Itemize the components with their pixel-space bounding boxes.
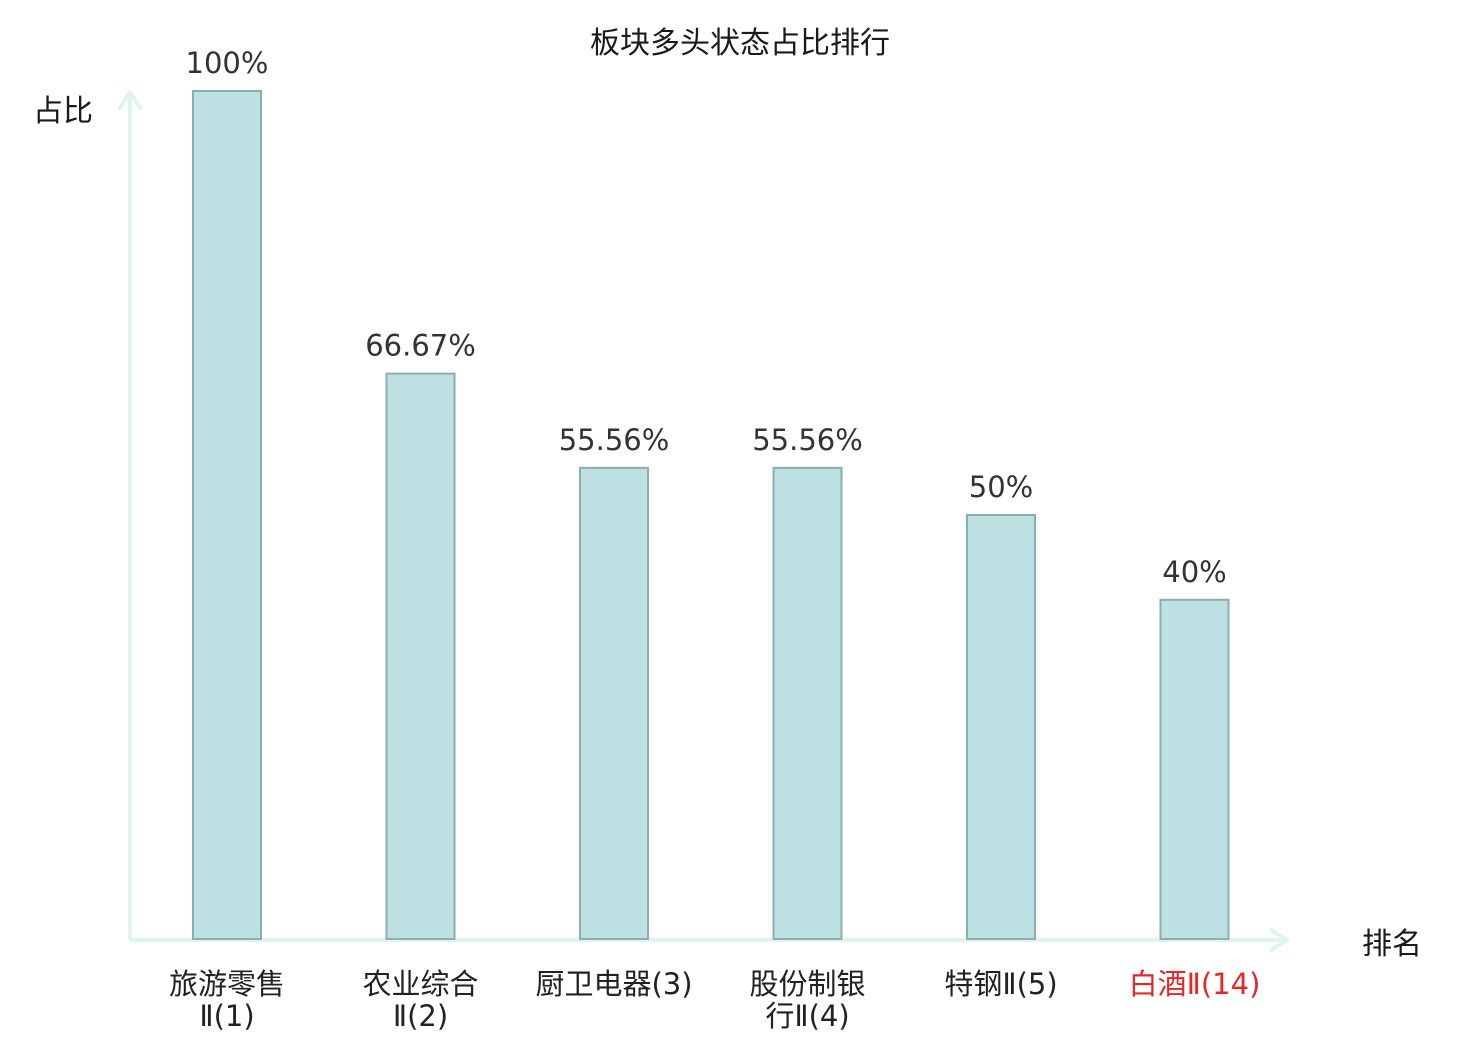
y-axis-arrow	[118, 90, 142, 110]
value-label-2: 66.67%	[365, 329, 476, 363]
y-axis-label: 占比	[33, 94, 93, 129]
category-label-line: Ⅱ(2)	[393, 999, 448, 1033]
category-label-3: 厨卫电器(3)	[535, 967, 692, 1001]
category-label-5: 特钢Ⅱ(5)	[944, 967, 1057, 1001]
bar-4	[772, 466, 843, 940]
category-label-line: 特钢Ⅱ(5)	[944, 967, 1057, 1001]
category-label-4: 股份制银行Ⅱ(4)	[749, 967, 865, 1033]
value-label-6: 40%	[1162, 555, 1226, 589]
bar-series	[192, 90, 1230, 940]
category-labels: 旅游零售 Ⅱ(1) 农业综合 Ⅱ(2) 厨卫电器(3) 股份制银行Ⅱ(4) 特钢Ⅱ(5) 白酒…	[169, 967, 1260, 1033]
category-label-1: 旅游零售 Ⅱ(1)	[169, 967, 285, 1033]
category-label-line: 厨卫电器(3)	[535, 967, 692, 1001]
chart-title: 板块多头状态占比排行	[590, 26, 890, 61]
category-label-line: 行Ⅱ(4)	[765, 999, 849, 1033]
category-label-2: 农业综合 Ⅱ(2)	[362, 967, 478, 1033]
bar-1	[192, 90, 262, 940]
value-label-4: 55.56%	[752, 423, 863, 457]
bar-5	[966, 514, 1036, 940]
value-label-5: 50%	[969, 470, 1033, 504]
category-label-line: 股份制银	[749, 967, 865, 1001]
category-label-line: 旅游零售	[169, 967, 285, 1001]
category-label-line: Ⅱ(1)	[199, 999, 254, 1033]
bar-2	[385, 372, 456, 940]
value-label-1: 100%	[186, 46, 269, 80]
axes	[118, 90, 1289, 952]
bar-3	[579, 466, 649, 940]
bar-6	[1159, 598, 1230, 940]
category-label-line: 农业综合	[362, 967, 478, 1001]
value-labels: 100% 66.67% 55.56% 55.56% 50% 40%	[186, 46, 1227, 589]
x-axis-arrow	[1269, 928, 1289, 952]
value-label-3: 55.56%	[559, 423, 670, 457]
category-label-6: 白酒Ⅱ(14)	[1129, 967, 1261, 1001]
x-axis-label: 排名	[1362, 927, 1422, 962]
category-label-line: 白酒Ⅱ(14)	[1129, 967, 1261, 1001]
